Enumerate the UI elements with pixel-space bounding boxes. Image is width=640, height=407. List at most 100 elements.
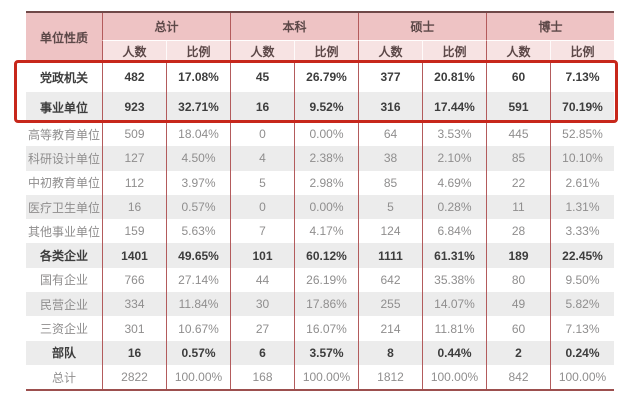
cell-value: 301 — [102, 316, 166, 341]
cell-value: 38 — [358, 146, 422, 171]
cell-value: 26.79% — [294, 62, 358, 92]
row-label: 医疗卫生单位 — [26, 194, 102, 220]
subcol-label: 比例 — [550, 40, 614, 62]
cell-value: 3.33% — [550, 219, 614, 244]
cell-value: 16 — [230, 92, 294, 122]
cell-value: 26.19% — [294, 267, 358, 293]
subcol-label: 比例 — [422, 40, 486, 62]
row-label: 其他事业单位 — [26, 219, 102, 244]
cell-value: 3.57% — [294, 340, 358, 365]
cell-value: 189 — [486, 243, 550, 268]
cell-value: 1.31% — [550, 194, 614, 220]
cell-value: 17.08% — [166, 62, 230, 92]
cell-value: 32.71% — [166, 92, 230, 122]
cell-value: 591 — [486, 92, 550, 122]
cell-value: 100.00% — [166, 364, 230, 390]
cell-value: 159 — [102, 219, 166, 244]
cell-value: 214 — [358, 316, 422, 341]
col-group-label: 博士 — [486, 13, 614, 40]
cell-value: 0.28% — [422, 194, 486, 220]
cell-value: 9.52% — [294, 92, 358, 122]
cell-value: 0.44% — [422, 340, 486, 365]
cell-value: 842 — [486, 364, 550, 390]
subcol-label: 人数 — [102, 40, 166, 62]
subcol-label: 人数 — [486, 40, 550, 62]
cell-value: 1111 — [358, 243, 422, 268]
row-label: 民营企业 — [26, 292, 102, 317]
cell-value: 4.50% — [166, 146, 230, 171]
cell-value: 44 — [230, 267, 294, 293]
row-label: 科研设计单位 — [26, 146, 102, 171]
cell-value: 1812 — [358, 364, 422, 390]
cell-value: 60 — [486, 62, 550, 92]
cell-value: 6.84% — [422, 219, 486, 244]
cell-value: 0.57% — [166, 340, 230, 365]
cell-value: 0 — [230, 194, 294, 220]
subcol-label: 人数 — [230, 40, 294, 62]
cell-value: 35.38% — [422, 267, 486, 293]
row-label: 部队 — [26, 340, 102, 365]
row-label: 总计 — [26, 364, 102, 390]
cell-value: 4.69% — [422, 170, 486, 195]
cell-value: 49.65% — [166, 243, 230, 268]
cell-value: 11.84% — [166, 292, 230, 317]
cell-value: 445 — [486, 122, 550, 147]
cell-value: 766 — [102, 267, 166, 293]
cell-value: 168 — [230, 364, 294, 390]
cell-value: 11.81% — [422, 316, 486, 341]
col-group-label: 硕士 — [358, 13, 486, 40]
cell-value: 28 — [486, 219, 550, 244]
cell-value: 316 — [358, 92, 422, 122]
cell-value: 6 — [230, 340, 294, 365]
row-label: 三资企业 — [26, 316, 102, 341]
cell-value: 100.00% — [294, 364, 358, 390]
cell-value: 22.45% — [550, 243, 614, 268]
cell-value: 2.98% — [294, 170, 358, 195]
cell-value: 7.13% — [550, 316, 614, 341]
cell-value: 80 — [486, 267, 550, 293]
cell-value: 52.85% — [550, 122, 614, 147]
row-header-label: 单位性质 — [26, 13, 102, 62]
cell-value: 1401 — [102, 243, 166, 268]
row-label: 中初教育单位 — [26, 170, 102, 195]
cell-value: 2 — [486, 340, 550, 365]
cell-value: 2822 — [102, 364, 166, 390]
row-label: 事业单位 — [26, 92, 102, 122]
cell-value: 5.63% — [166, 219, 230, 244]
cell-value: 20.81% — [422, 62, 486, 92]
cell-value: 14.07% — [422, 292, 486, 317]
cell-value: 0.57% — [166, 194, 230, 220]
cell-value: 4 — [230, 146, 294, 171]
cell-value: 642 — [358, 267, 422, 293]
cell-value: 0.24% — [550, 340, 614, 365]
cell-value: 17.44% — [422, 92, 486, 122]
cell-value: 64 — [358, 122, 422, 147]
subcol-label: 比例 — [166, 40, 230, 62]
cell-value: 5 — [358, 194, 422, 220]
cell-value: 22 — [486, 170, 550, 195]
cell-value: 100.00% — [422, 364, 486, 390]
cell-value: 2.38% — [294, 146, 358, 171]
cell-value: 923 — [102, 92, 166, 122]
cell-value: 255 — [358, 292, 422, 317]
cell-value: 377 — [358, 62, 422, 92]
cell-value: 509 — [102, 122, 166, 147]
cell-value: 3.97% — [166, 170, 230, 195]
cell-value: 70.19% — [550, 92, 614, 122]
cell-value: 4.17% — [294, 219, 358, 244]
cell-value: 61.31% — [422, 243, 486, 268]
cell-value: 85 — [486, 146, 550, 171]
row-label: 各类企业 — [26, 243, 102, 268]
cell-value: 2.61% — [550, 170, 614, 195]
cell-value: 2.10% — [422, 146, 486, 171]
cell-value: 17.86% — [294, 292, 358, 317]
cell-value: 60.12% — [294, 243, 358, 268]
stats-table: 单位性质 总计 本科 硕士 博士 人数 比例 人数 比例 人数 比例 人数 比例 党政机关 482 17.08… — [26, 11, 614, 392]
cell-value: 16 — [102, 194, 166, 220]
cell-value: 27.14% — [166, 267, 230, 293]
cell-value: 45 — [230, 62, 294, 92]
cell-value: 5 — [230, 170, 294, 195]
cell-value: 60 — [486, 316, 550, 341]
cell-value: 101 — [230, 243, 294, 268]
